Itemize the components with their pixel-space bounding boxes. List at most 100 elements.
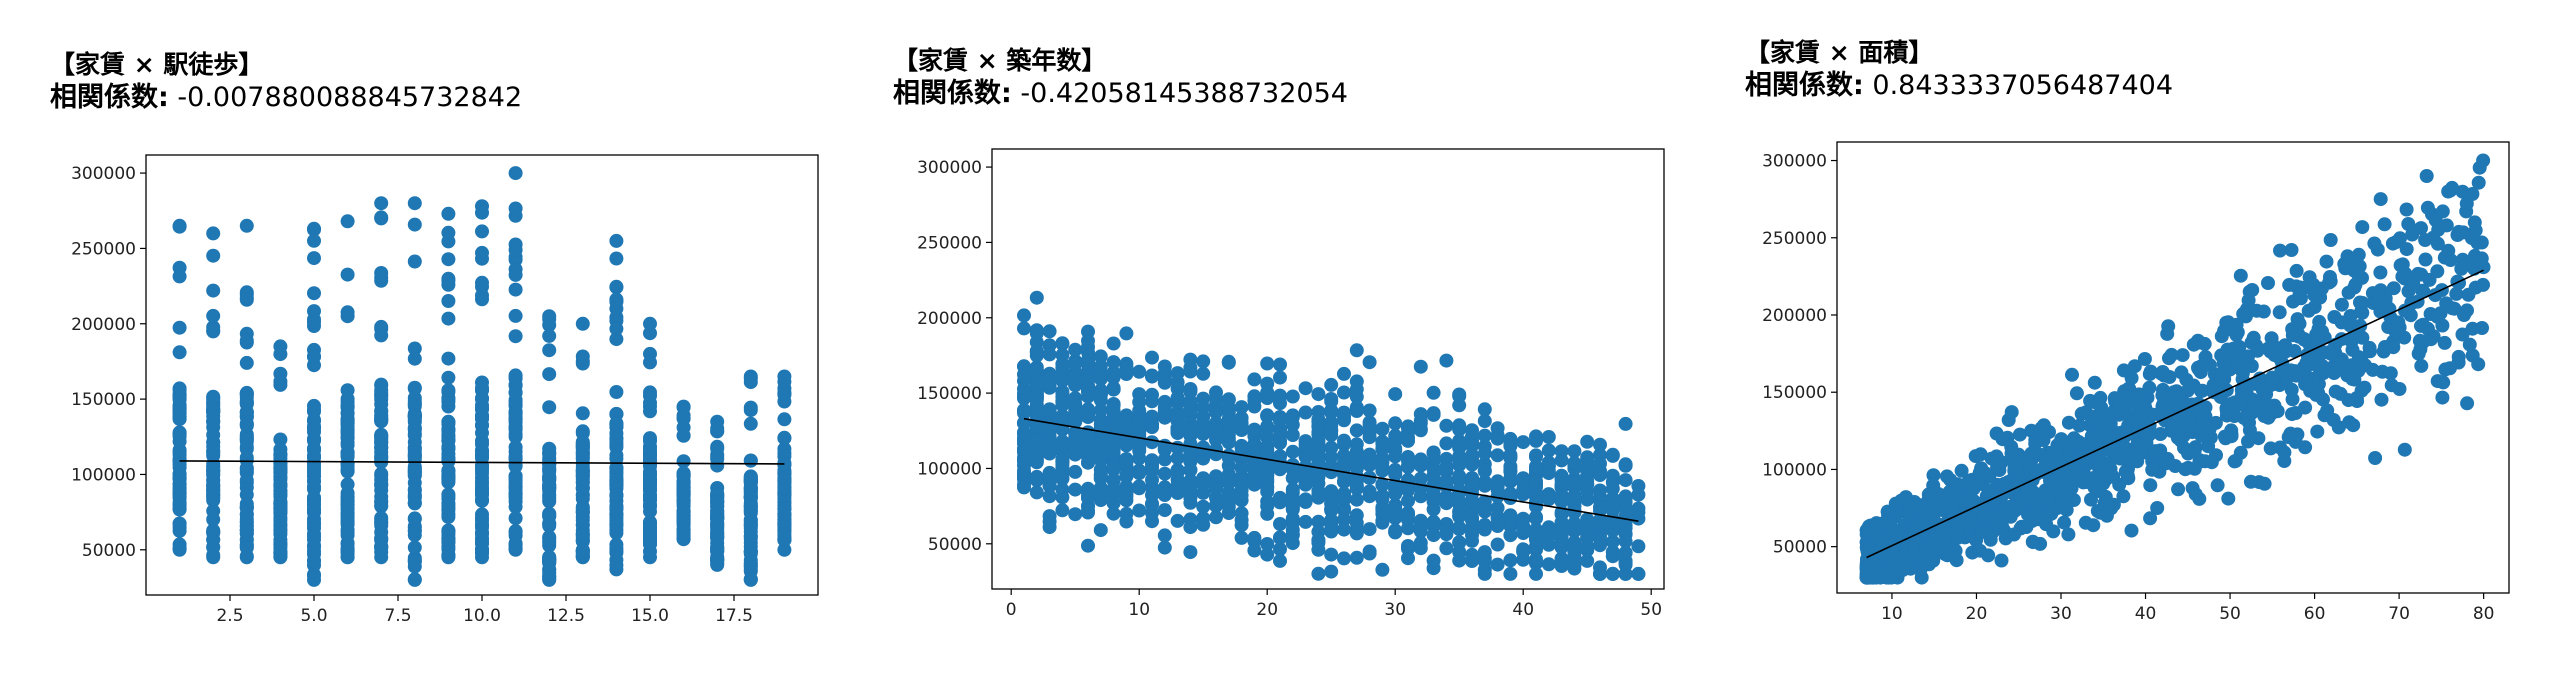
data-point	[1183, 405, 1198, 420]
data-point	[1324, 394, 1339, 409]
data-point	[172, 345, 187, 360]
data-point	[1068, 414, 1083, 429]
data-point	[206, 532, 221, 547]
data-point	[1477, 428, 1492, 443]
data-point	[2069, 386, 2084, 401]
data-point	[1183, 520, 1198, 535]
data-point	[239, 450, 254, 465]
data-point	[2159, 456, 2174, 471]
data-point	[1298, 381, 1313, 396]
data-point	[2334, 332, 2349, 347]
data-point	[1477, 446, 1492, 461]
data-point	[1298, 477, 1313, 492]
data-point	[1362, 418, 1377, 433]
data-point	[743, 400, 758, 415]
data-point	[2315, 359, 2330, 373]
data-point	[1260, 547, 1275, 562]
data-point	[1413, 471, 1428, 486]
data-point	[1209, 398, 1223, 412]
data-point	[2164, 347, 2179, 362]
data-point	[2297, 332, 2312, 346]
data-point	[407, 524, 422, 538]
data-point	[1503, 491, 1518, 505]
data-point	[1081, 340, 1095, 354]
data-point	[2290, 427, 2305, 442]
data-point	[1907, 546, 1922, 561]
data-point	[1298, 514, 1313, 529]
data-point	[2462, 337, 2477, 352]
data-point	[1055, 482, 1070, 497]
data-point	[2284, 243, 2299, 257]
data-point	[407, 512, 422, 526]
data-point	[441, 311, 456, 326]
data-point	[1567, 505, 1582, 520]
data-point	[1477, 478, 1492, 493]
data-point	[1298, 495, 1313, 509]
y-tick-label: 100000	[1762, 460, 1827, 480]
data-point	[1132, 414, 1147, 428]
data-point	[273, 522, 288, 537]
data-point	[1554, 453, 1569, 468]
data-point	[1954, 463, 1969, 478]
data-point	[743, 546, 758, 561]
data-point	[239, 333, 254, 348]
data-point	[1042, 347, 1057, 362]
coef-label: 相関係数:	[893, 78, 1012, 109]
data-point	[1324, 547, 1339, 562]
data-point	[2372, 290, 2387, 305]
data-point	[1042, 324, 1057, 339]
data-point	[2054, 492, 2069, 507]
data-point	[1068, 464, 1083, 479]
data-point	[1388, 486, 1403, 501]
data-point	[2116, 489, 2131, 504]
data-point	[1273, 370, 1287, 385]
data-point	[2420, 200, 2435, 215]
data-point	[1593, 437, 1607, 452]
data-point	[2346, 331, 2361, 345]
data-point	[2333, 356, 2348, 370]
data-point	[2314, 281, 2329, 296]
data-point	[2310, 424, 2325, 439]
data-point	[777, 502, 792, 517]
data-point	[273, 546, 288, 561]
data-point	[1119, 427, 1134, 442]
data-point	[1362, 546, 1377, 561]
data-point	[1375, 421, 1390, 436]
data-point	[2309, 387, 2324, 402]
data-point	[307, 349, 321, 364]
data-point	[2435, 390, 2450, 405]
data-point	[1862, 519, 1877, 534]
x-tick-label: 10.0	[463, 606, 501, 626]
y-tick-label: 200000	[71, 315, 136, 335]
x-tick-label: 60	[2304, 604, 2326, 624]
x-tick-label: 0	[1006, 600, 1017, 620]
data-point	[777, 479, 792, 494]
data-point	[1145, 435, 1159, 450]
data-point	[374, 477, 389, 492]
data-point	[1516, 511, 1531, 526]
data-point	[609, 321, 624, 336]
data-point	[1170, 391, 1185, 406]
data-point	[2265, 337, 2280, 352]
data-point	[1349, 492, 1364, 507]
data-point	[1567, 535, 1582, 550]
data-point	[1618, 545, 1633, 560]
data-point	[1375, 503, 1390, 518]
data-point	[1106, 355, 1121, 370]
data-point	[1375, 453, 1390, 468]
data-point	[2131, 387, 2146, 402]
data-point	[1580, 434, 1595, 449]
data-point	[1941, 486, 1956, 501]
data-point	[2007, 460, 2022, 475]
data-point	[676, 428, 691, 443]
data-point	[407, 450, 422, 465]
data-point	[1068, 426, 1083, 441]
data-point	[542, 489, 557, 504]
data-point	[2288, 406, 2303, 420]
data-point	[2007, 527, 2021, 542]
data-point	[1196, 511, 1211, 526]
data-point	[508, 540, 523, 555]
data-point	[743, 517, 758, 531]
data-point	[1106, 433, 1121, 448]
data-point	[1247, 393, 1262, 408]
